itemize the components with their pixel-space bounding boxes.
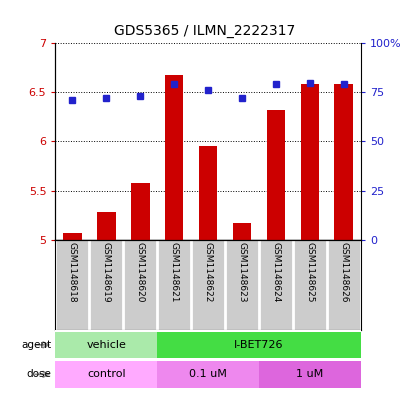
Bar xyxy=(55,361,157,387)
Text: GSM1148618: GSM1148618 xyxy=(67,242,76,303)
Text: GSM1148623: GSM1148623 xyxy=(237,242,246,303)
Text: 0.1 uM: 0.1 uM xyxy=(189,369,227,379)
Text: vehicle: vehicle xyxy=(86,340,126,350)
Text: control: control xyxy=(87,369,125,379)
Text: GSM1148619: GSM1148619 xyxy=(101,242,110,303)
Text: GSM1148624: GSM1148624 xyxy=(271,242,280,303)
Bar xyxy=(266,110,285,240)
Bar xyxy=(164,75,183,240)
Bar xyxy=(334,84,352,240)
Text: I-BET726: I-BET726 xyxy=(234,340,283,350)
Text: dose: dose xyxy=(26,369,51,379)
Text: GSM1148622: GSM1148622 xyxy=(203,242,212,303)
Bar xyxy=(130,183,149,240)
Bar xyxy=(63,233,81,240)
Bar xyxy=(55,332,157,358)
Bar xyxy=(198,146,217,240)
Text: GSM1148626: GSM1148626 xyxy=(339,242,348,303)
Bar xyxy=(157,361,258,387)
Text: GSM1148621: GSM1148621 xyxy=(169,242,178,303)
Text: agent: agent xyxy=(21,340,51,350)
Text: GSM1148625: GSM1148625 xyxy=(305,242,314,303)
Text: GDS5365 / ILMN_2222317: GDS5365 / ILMN_2222317 xyxy=(114,24,295,38)
Bar xyxy=(258,361,360,387)
Bar xyxy=(97,212,115,240)
Text: GSM1148620: GSM1148620 xyxy=(135,242,144,303)
Text: 1 uM: 1 uM xyxy=(296,369,323,379)
Bar xyxy=(232,223,251,240)
Bar xyxy=(300,84,319,240)
Bar xyxy=(157,332,360,358)
